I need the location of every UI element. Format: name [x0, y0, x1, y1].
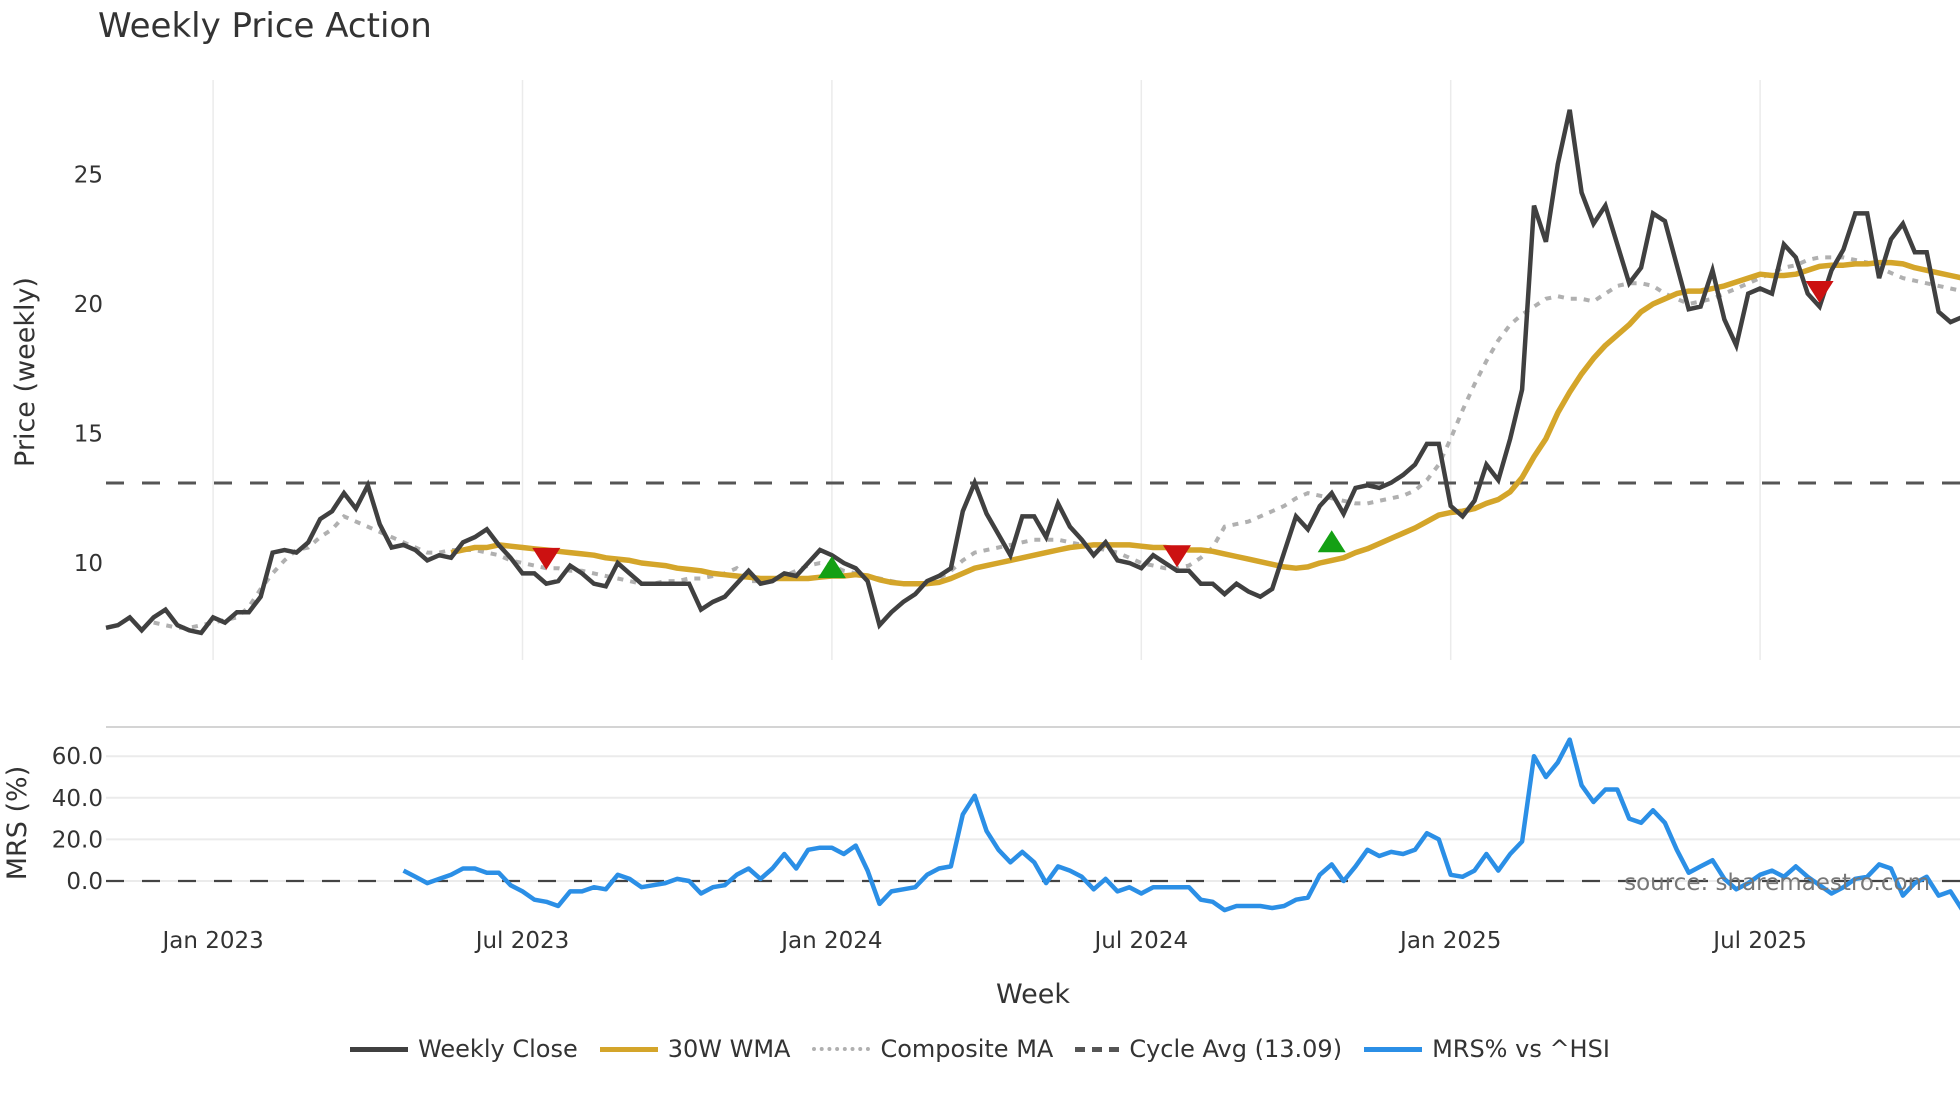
- legend-label: MRS% vs ^HSI: [1432, 1035, 1610, 1063]
- buy-signal-marker: [817, 556, 846, 579]
- legend-item[interactable]: Cycle Avg (13.09): [1075, 1035, 1342, 1063]
- price-y-axis-ticks: 25 20 15 10: [74, 163, 103, 578]
- mrs-y-tick-label: 20.0: [52, 827, 103, 853]
- chart-title: Weekly Price Action: [98, 6, 432, 46]
- x-tick-label: Jan 2025: [1398, 928, 1501, 954]
- legend-item[interactable]: 30W WMA: [599, 1035, 791, 1063]
- legend-item[interactable]: Composite MA: [812, 1035, 1053, 1063]
- mrs-y-axis-ticks: 60.0 40.0 20.0 0.0: [52, 744, 103, 895]
- mrs-gridlines: [106, 755, 1960, 882]
- legend-swatch-icon: [599, 1046, 658, 1052]
- legend-label: Composite MA: [880, 1035, 1054, 1063]
- legend-item[interactable]: MRS% vs ^HSI: [1364, 1035, 1610, 1063]
- legend-swatch-icon: [1364, 1046, 1423, 1052]
- legend-swatch-icon: [350, 1046, 409, 1052]
- mrs-line: [402, 737, 1960, 913]
- sell-signal-marker: [532, 547, 561, 570]
- legend-label: Cycle Avg (13.09): [1129, 1035, 1343, 1063]
- mrs-y-tick-label: 60.0: [52, 744, 103, 770]
- legend-label: Weekly Close: [418, 1035, 578, 1063]
- mrs-y-tick-label: 0.0: [66, 869, 103, 895]
- x-tick-label: Jan 2023: [160, 928, 263, 954]
- composite-ma-line: [153, 255, 1960, 630]
- legend-item[interactable]: Weekly Close: [350, 1035, 578, 1063]
- sell-signal-marker: [1805, 281, 1834, 304]
- legend-swatch-icon: [1075, 1046, 1120, 1052]
- chart-legend: Weekly Close 30W WMA Composite MA Cycle Avg…: [0, 1035, 1960, 1063]
- wma-line: [450, 259, 1960, 587]
- vertical-gridlines: [212, 80, 1761, 660]
- x-tick-label: Jul 2023: [474, 928, 570, 954]
- weekly-close-line: [105, 109, 1960, 636]
- legend-swatch-icon: [812, 1047, 871, 1051]
- source-annotation: source: sharemaestro.com: [1624, 870, 1930, 896]
- price-y-tick-label: 15: [74, 422, 103, 448]
- x-tick-label: Jul 2025: [1711, 928, 1807, 954]
- legend-label: 30W WMA: [667, 1035, 791, 1063]
- price-y-axis-title: Price (weekly): [10, 277, 41, 467]
- mrs-y-axis-title: MRS (%): [2, 766, 33, 881]
- price-y-tick-label: 25: [74, 163, 103, 189]
- x-tick-label: Jan 2024: [779, 928, 882, 954]
- mrs-y-tick-label: 40.0: [52, 786, 103, 812]
- signal-markers: [532, 281, 1834, 579]
- price-y-tick-label: 20: [74, 292, 103, 318]
- x-axis-title: Week: [996, 979, 1070, 1010]
- sell-signal-marker: [1163, 545, 1191, 568]
- x-axis-ticks: Jan 2023 Jul 2023 Jan 2024 Jul 2024 Jan 2025…: [160, 928, 1806, 954]
- x-tick-label: Jul 2024: [1092, 928, 1188, 954]
- buy-signal-marker: [1317, 530, 1346, 553]
- price-y-tick-label: 10: [74, 551, 103, 577]
